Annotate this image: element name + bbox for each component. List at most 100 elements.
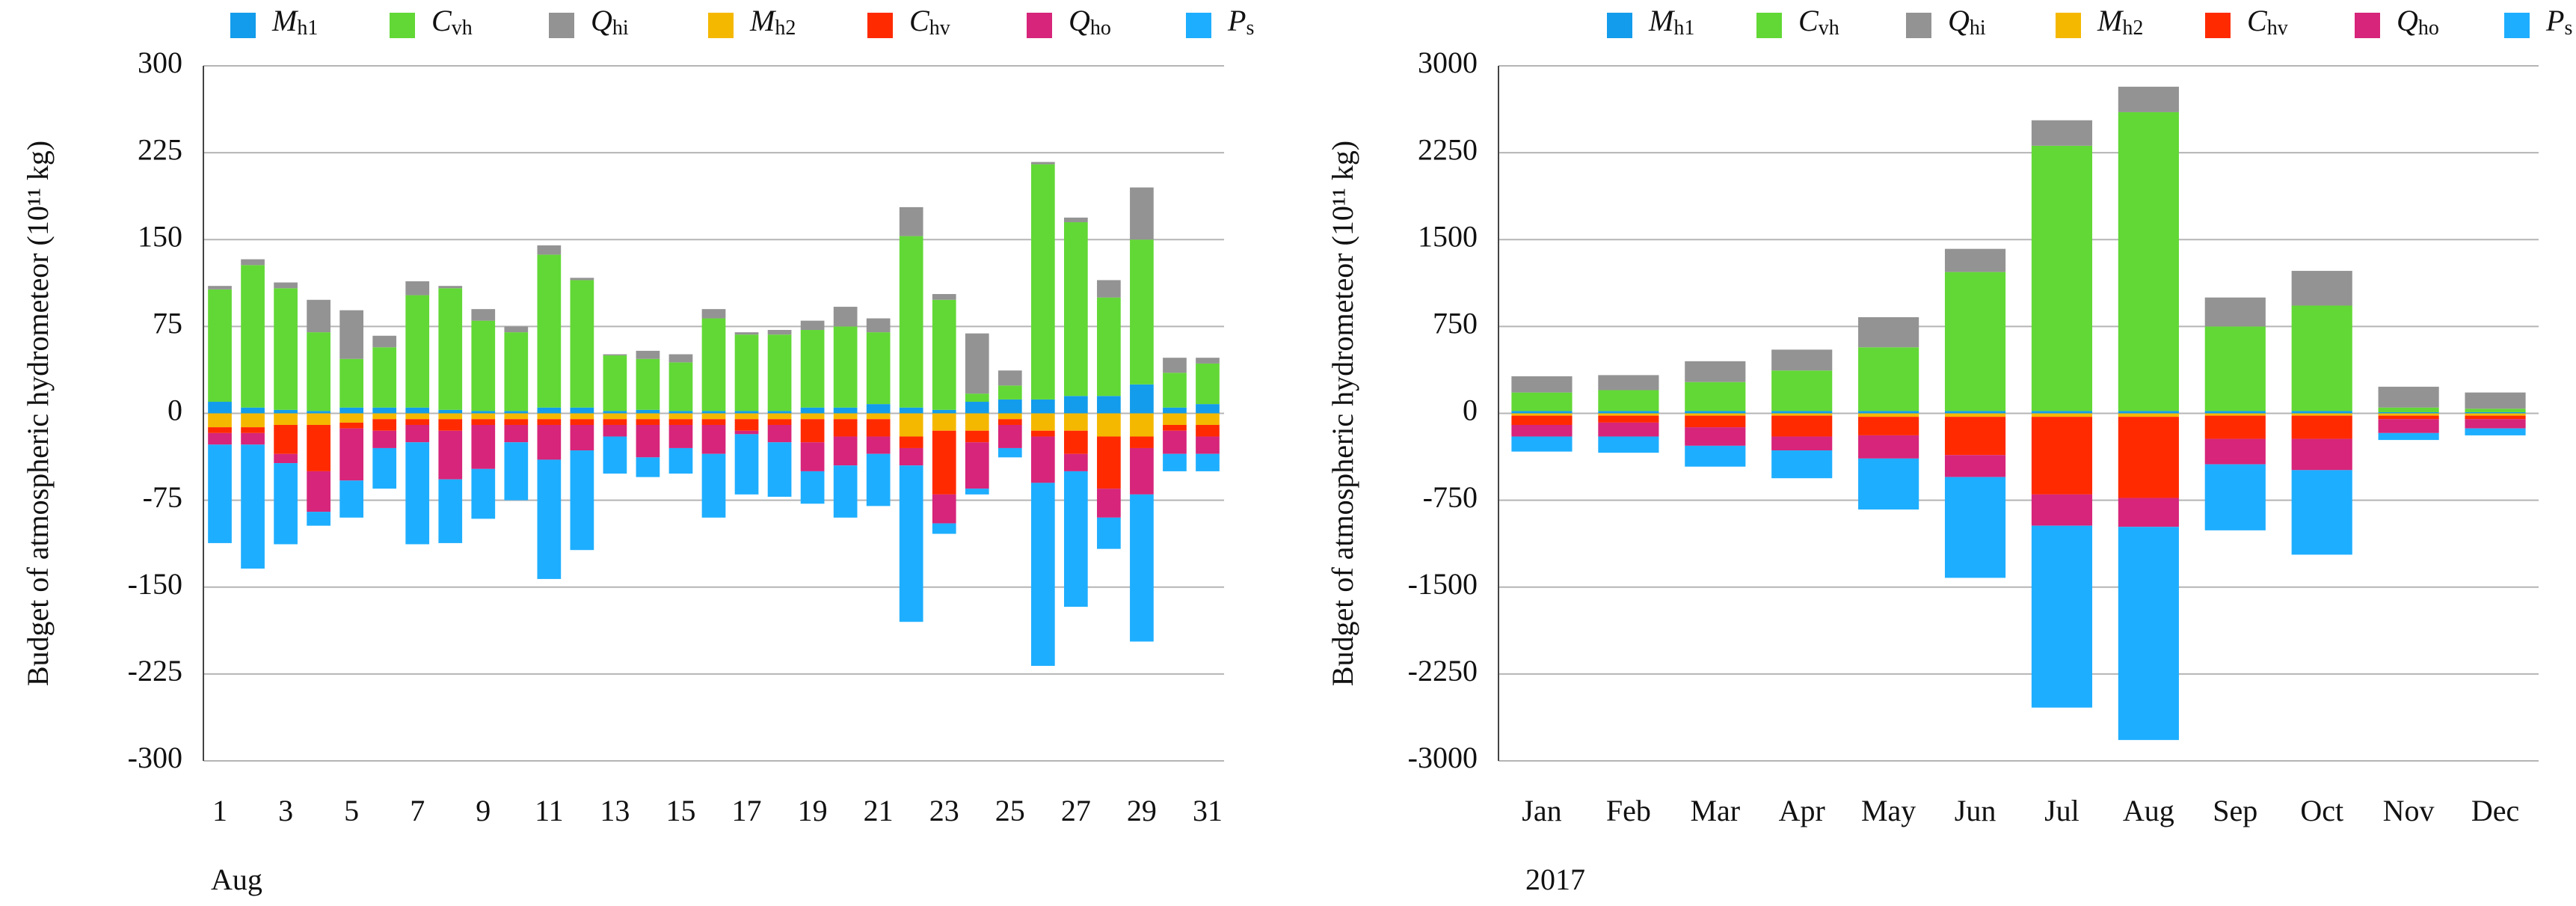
bar-segment (965, 413, 989, 431)
bar-segment (833, 326, 858, 408)
x-tick-label: Jul (2044, 794, 2079, 827)
y-tick-label: 0 (167, 394, 182, 427)
bar-segment (372, 413, 397, 420)
x-annotation: Aug (211, 863, 262, 896)
bar-segment (208, 413, 232, 428)
bar-segment (603, 424, 627, 437)
bar-segment (438, 413, 463, 420)
bar-segment (1944, 272, 2006, 411)
bar-segment (438, 409, 463, 414)
bar-segment (603, 413, 627, 420)
x-tick-label: 23 (929, 794, 959, 827)
bar-segment (965, 489, 989, 495)
bar-segment (767, 442, 792, 497)
bar-segment (2465, 408, 2526, 412)
bar-segment (307, 411, 331, 414)
bar-segment (1030, 483, 1055, 667)
bar-segment (2031, 145, 2093, 411)
y-tick-label: 750 (1433, 307, 1478, 340)
bar-segment (2204, 438, 2266, 465)
bar-segment (537, 245, 562, 255)
y-tick-label: -3000 (1408, 741, 1478, 774)
y-tick-label: -75 (143, 480, 182, 514)
bar-segment (833, 436, 858, 466)
bar-segment (1685, 415, 1746, 428)
x-tick-label: 31 (1193, 794, 1223, 827)
bar-segment (636, 457, 660, 477)
legend-swatch (1756, 13, 1782, 38)
bar-segment (833, 465, 858, 518)
bar-segment (701, 419, 726, 425)
bar-segment (208, 444, 232, 543)
x-tick-label: 25 (995, 794, 1025, 827)
bar-segment (1130, 494, 1154, 642)
bar-segment (570, 424, 594, 451)
bar-segment (833, 419, 858, 437)
bar-segment (1511, 415, 1573, 425)
x-tick-label: Sep (2213, 794, 2257, 827)
bar-segment (767, 413, 792, 420)
legend-swatch (1906, 13, 1931, 38)
bar-segment (668, 424, 693, 448)
bar-segment (2291, 438, 2352, 471)
bar-segment (405, 419, 430, 425)
bar-segment (800, 330, 825, 408)
bar-segment (1064, 430, 1088, 454)
bar-segment (636, 350, 660, 359)
bar-segment (1771, 413, 1833, 416)
bar-segment (2465, 415, 2526, 420)
bar-segment (734, 413, 759, 420)
legend-swatch (2355, 13, 2380, 38)
x-tick-label: Mar (1690, 794, 1740, 827)
bar-segment (965, 394, 989, 403)
bar-segment (932, 294, 956, 300)
bar-segment (2204, 464, 2266, 530)
bar-segment (2465, 411, 2526, 414)
bar-segment (1858, 413, 1919, 417)
bar-segment (899, 236, 923, 408)
y-tick-label: 0 (1463, 394, 1478, 427)
bar-segment (701, 413, 726, 420)
bar-segment (734, 411, 759, 414)
legend-swatch (2205, 13, 2231, 38)
bar-segment (1030, 399, 1055, 414)
bar-segment (2291, 411, 2352, 414)
x-tick-label: Feb (1606, 794, 1651, 827)
bar-segment (2118, 111, 2179, 411)
bar-segment (372, 447, 397, 489)
y-tick-label: 1500 (1418, 219, 1478, 253)
x-tick-label: 9 (476, 794, 491, 827)
bar-segment (668, 354, 693, 363)
bar-segment (734, 334, 759, 411)
bar-segment (2118, 417, 2179, 498)
bar-segment (767, 424, 792, 443)
bar-segment (2378, 407, 2439, 412)
bar-segment (438, 479, 463, 543)
bar-segment (1858, 458, 1919, 510)
bar-segment (405, 281, 430, 296)
bar-segment (701, 453, 726, 518)
bar-segment (800, 442, 825, 471)
bar-segment (208, 402, 232, 414)
bar-segment (1771, 415, 1833, 437)
bar-segment (471, 419, 496, 425)
bar-segment (537, 407, 562, 414)
bar-segment (339, 413, 363, 423)
bar-segment (1858, 417, 1919, 435)
bar-segment (965, 333, 989, 394)
legend-swatch (1607, 13, 1632, 38)
y-tick-label: -750 (1423, 480, 1478, 514)
bar-segment (1130, 187, 1154, 240)
bar-segment (339, 480, 363, 518)
legend-swatch (2504, 13, 2530, 38)
bar-segment (2378, 413, 2439, 416)
x-tick-label: Aug (2123, 794, 2174, 827)
bar-segment (1163, 407, 1187, 414)
bar-segment (800, 320, 825, 331)
bar-segment (241, 427, 265, 433)
bar-segment (932, 413, 956, 431)
legend-label: Mh1 (271, 4, 318, 40)
bar-segment (471, 309, 496, 321)
bar-segment (800, 407, 825, 414)
